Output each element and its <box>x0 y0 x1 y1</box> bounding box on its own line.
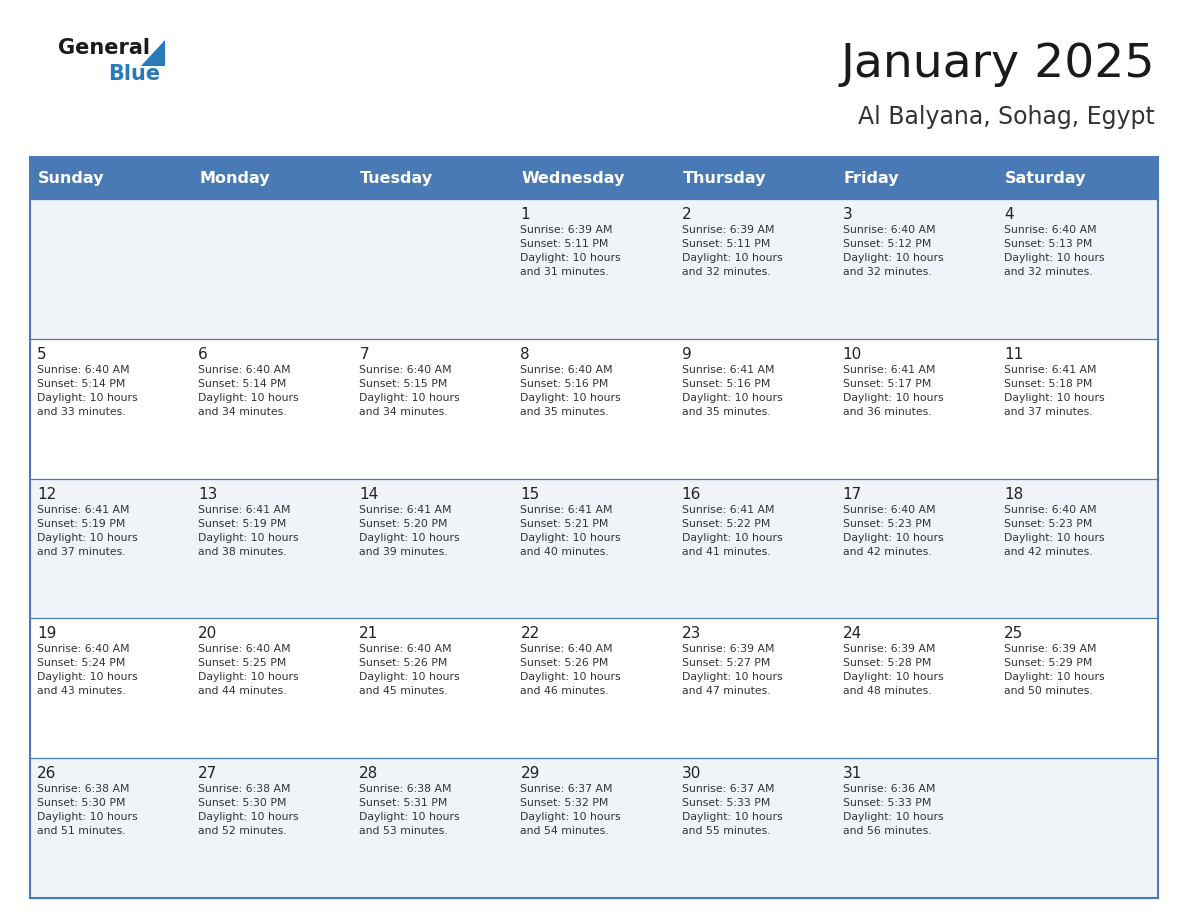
Text: 7: 7 <box>359 347 369 362</box>
Text: 2: 2 <box>682 207 691 222</box>
Bar <box>30 619 1158 758</box>
Text: Sunrise: 6:36 AM
Sunset: 5:33 PM
Daylight: 10 hours
and 56 minutes.: Sunrise: 6:36 AM Sunset: 5:33 PM Dayligh… <box>842 784 943 836</box>
Text: 8: 8 <box>520 347 530 362</box>
Text: Sunrise: 6:40 AM
Sunset: 5:26 PM
Daylight: 10 hours
and 46 minutes.: Sunrise: 6:40 AM Sunset: 5:26 PM Dayligh… <box>520 644 621 697</box>
Text: Sunrise: 6:41 AM
Sunset: 5:16 PM
Daylight: 10 hours
and 35 minutes.: Sunrise: 6:41 AM Sunset: 5:16 PM Dayligh… <box>682 364 782 417</box>
Text: 16: 16 <box>682 487 701 501</box>
Text: Sunrise: 6:39 AM
Sunset: 5:29 PM
Daylight: 10 hours
and 50 minutes.: Sunrise: 6:39 AM Sunset: 5:29 PM Dayligh… <box>1004 644 1105 697</box>
Text: 30: 30 <box>682 767 701 781</box>
Text: Sunrise: 6:40 AM
Sunset: 5:14 PM
Daylight: 10 hours
and 34 minutes.: Sunrise: 6:40 AM Sunset: 5:14 PM Dayligh… <box>198 364 298 417</box>
Text: 10: 10 <box>842 347 862 362</box>
Text: Sunrise: 6:40 AM
Sunset: 5:23 PM
Daylight: 10 hours
and 42 minutes.: Sunrise: 6:40 AM Sunset: 5:23 PM Dayligh… <box>1004 505 1105 556</box>
Polygon shape <box>141 40 165 66</box>
Text: 20: 20 <box>198 626 217 642</box>
Text: 19: 19 <box>37 626 56 642</box>
Text: Sunrise: 6:41 AM
Sunset: 5:21 PM
Daylight: 10 hours
and 40 minutes.: Sunrise: 6:41 AM Sunset: 5:21 PM Dayligh… <box>520 505 621 556</box>
Text: 15: 15 <box>520 487 539 501</box>
Text: Sunrise: 6:40 AM
Sunset: 5:13 PM
Daylight: 10 hours
and 32 minutes.: Sunrise: 6:40 AM Sunset: 5:13 PM Dayligh… <box>1004 225 1105 277</box>
Text: Sunrise: 6:40 AM
Sunset: 5:12 PM
Daylight: 10 hours
and 32 minutes.: Sunrise: 6:40 AM Sunset: 5:12 PM Dayligh… <box>842 225 943 277</box>
Text: General: General <box>58 38 150 58</box>
Text: 31: 31 <box>842 767 862 781</box>
Text: Sunrise: 6:38 AM
Sunset: 5:30 PM
Daylight: 10 hours
and 51 minutes.: Sunrise: 6:38 AM Sunset: 5:30 PM Dayligh… <box>37 784 138 836</box>
Text: Sunday: Sunday <box>38 171 105 185</box>
Text: Sunrise: 6:41 AM
Sunset: 5:20 PM
Daylight: 10 hours
and 39 minutes.: Sunrise: 6:41 AM Sunset: 5:20 PM Dayligh… <box>359 505 460 556</box>
Text: 14: 14 <box>359 487 379 501</box>
Text: Sunrise: 6:40 AM
Sunset: 5:14 PM
Daylight: 10 hours
and 33 minutes.: Sunrise: 6:40 AM Sunset: 5:14 PM Dayligh… <box>37 364 138 417</box>
Text: Sunrise: 6:39 AM
Sunset: 5:28 PM
Daylight: 10 hours
and 48 minutes.: Sunrise: 6:39 AM Sunset: 5:28 PM Dayligh… <box>842 644 943 697</box>
Bar <box>30 478 1158 619</box>
Text: 1: 1 <box>520 207 530 222</box>
Text: Saturday: Saturday <box>1005 171 1086 185</box>
Text: 17: 17 <box>842 487 862 501</box>
Text: Wednesday: Wednesday <box>522 171 625 185</box>
Text: 12: 12 <box>37 487 56 501</box>
Text: 23: 23 <box>682 626 701 642</box>
Text: 11: 11 <box>1004 347 1023 362</box>
Text: 3: 3 <box>842 207 853 222</box>
Text: Al Balyana, Sohag, Egypt: Al Balyana, Sohag, Egypt <box>858 105 1155 129</box>
Text: Sunrise: 6:39 AM
Sunset: 5:27 PM
Daylight: 10 hours
and 47 minutes.: Sunrise: 6:39 AM Sunset: 5:27 PM Dayligh… <box>682 644 782 697</box>
Text: 4: 4 <box>1004 207 1013 222</box>
Text: Monday: Monday <box>200 171 270 185</box>
Text: 22: 22 <box>520 626 539 642</box>
Bar <box>30 758 1158 898</box>
Text: Sunrise: 6:41 AM
Sunset: 5:17 PM
Daylight: 10 hours
and 36 minutes.: Sunrise: 6:41 AM Sunset: 5:17 PM Dayligh… <box>842 364 943 417</box>
Bar <box>30 199 1158 339</box>
Text: Sunrise: 6:40 AM
Sunset: 5:26 PM
Daylight: 10 hours
and 45 minutes.: Sunrise: 6:40 AM Sunset: 5:26 PM Dayligh… <box>359 644 460 697</box>
Text: 24: 24 <box>842 626 862 642</box>
Text: Sunrise: 6:40 AM
Sunset: 5:16 PM
Daylight: 10 hours
and 35 minutes.: Sunrise: 6:40 AM Sunset: 5:16 PM Dayligh… <box>520 364 621 417</box>
Text: Sunrise: 6:39 AM
Sunset: 5:11 PM
Daylight: 10 hours
and 32 minutes.: Sunrise: 6:39 AM Sunset: 5:11 PM Dayligh… <box>682 225 782 277</box>
Text: Sunrise: 6:41 AM
Sunset: 5:19 PM
Daylight: 10 hours
and 38 minutes.: Sunrise: 6:41 AM Sunset: 5:19 PM Dayligh… <box>198 505 298 556</box>
Text: Tuesday: Tuesday <box>360 171 434 185</box>
Text: Sunrise: 6:41 AM
Sunset: 5:22 PM
Daylight: 10 hours
and 41 minutes.: Sunrise: 6:41 AM Sunset: 5:22 PM Dayligh… <box>682 505 782 556</box>
Text: 18: 18 <box>1004 487 1023 501</box>
Text: Sunrise: 6:40 AM
Sunset: 5:24 PM
Daylight: 10 hours
and 43 minutes.: Sunrise: 6:40 AM Sunset: 5:24 PM Dayligh… <box>37 644 138 697</box>
Text: Sunrise: 6:41 AM
Sunset: 5:18 PM
Daylight: 10 hours
and 37 minutes.: Sunrise: 6:41 AM Sunset: 5:18 PM Dayligh… <box>1004 364 1105 417</box>
Bar <box>30 157 1158 199</box>
Text: 29: 29 <box>520 767 539 781</box>
Text: Sunrise: 6:40 AM
Sunset: 5:25 PM
Daylight: 10 hours
and 44 minutes.: Sunrise: 6:40 AM Sunset: 5:25 PM Dayligh… <box>198 644 298 697</box>
Text: 28: 28 <box>359 767 379 781</box>
Text: Sunrise: 6:40 AM
Sunset: 5:23 PM
Daylight: 10 hours
and 42 minutes.: Sunrise: 6:40 AM Sunset: 5:23 PM Dayligh… <box>842 505 943 556</box>
Text: 21: 21 <box>359 626 379 642</box>
Text: Thursday: Thursday <box>683 171 766 185</box>
Text: Sunrise: 6:37 AM
Sunset: 5:33 PM
Daylight: 10 hours
and 55 minutes.: Sunrise: 6:37 AM Sunset: 5:33 PM Dayligh… <box>682 784 782 836</box>
Text: 5: 5 <box>37 347 46 362</box>
Text: 27: 27 <box>198 767 217 781</box>
Text: 6: 6 <box>198 347 208 362</box>
Text: Sunrise: 6:38 AM
Sunset: 5:30 PM
Daylight: 10 hours
and 52 minutes.: Sunrise: 6:38 AM Sunset: 5:30 PM Dayligh… <box>198 784 298 836</box>
Text: Friday: Friday <box>843 171 899 185</box>
Text: 13: 13 <box>198 487 217 501</box>
Text: Sunrise: 6:38 AM
Sunset: 5:31 PM
Daylight: 10 hours
and 53 minutes.: Sunrise: 6:38 AM Sunset: 5:31 PM Dayligh… <box>359 784 460 836</box>
Text: 9: 9 <box>682 347 691 362</box>
Text: Blue: Blue <box>108 64 160 84</box>
Text: January 2025: January 2025 <box>840 42 1155 87</box>
Text: Sunrise: 6:40 AM
Sunset: 5:15 PM
Daylight: 10 hours
and 34 minutes.: Sunrise: 6:40 AM Sunset: 5:15 PM Dayligh… <box>359 364 460 417</box>
Text: Sunrise: 6:41 AM
Sunset: 5:19 PM
Daylight: 10 hours
and 37 minutes.: Sunrise: 6:41 AM Sunset: 5:19 PM Dayligh… <box>37 505 138 556</box>
Bar <box>30 157 1158 898</box>
Text: 26: 26 <box>37 767 56 781</box>
Text: Sunrise: 6:37 AM
Sunset: 5:32 PM
Daylight: 10 hours
and 54 minutes.: Sunrise: 6:37 AM Sunset: 5:32 PM Dayligh… <box>520 784 621 836</box>
Text: 25: 25 <box>1004 626 1023 642</box>
Text: Sunrise: 6:39 AM
Sunset: 5:11 PM
Daylight: 10 hours
and 31 minutes.: Sunrise: 6:39 AM Sunset: 5:11 PM Dayligh… <box>520 225 621 277</box>
Bar <box>30 339 1158 478</box>
